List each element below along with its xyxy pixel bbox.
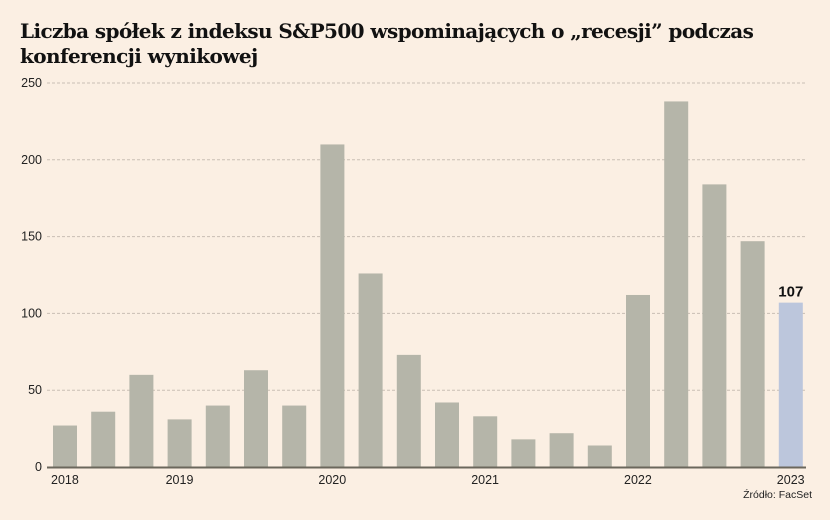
bar	[358, 273, 383, 467]
y-tick-label: 0	[35, 460, 42, 474]
x-tick-label: 2020	[318, 473, 346, 487]
bars	[53, 101, 803, 467]
y-tick-label: 100	[21, 306, 42, 320]
bar	[167, 419, 192, 467]
bar	[511, 439, 536, 467]
bar	[129, 374, 154, 467]
bar	[91, 411, 116, 467]
bar	[244, 370, 268, 467]
bar	[282, 405, 307, 467]
bar	[549, 433, 574, 467]
bar	[205, 405, 230, 467]
bar	[587, 445, 612, 467]
y-tick-label: 200	[21, 153, 42, 167]
bar	[778, 302, 803, 467]
bar	[702, 184, 727, 467]
data-labels: 107	[778, 284, 803, 301]
y-tick-label: 250	[21, 76, 42, 90]
source-note: Źródło: FacSet	[743, 489, 812, 501]
bar	[396, 354, 421, 467]
bar	[320, 144, 345, 467]
gridlines	[47, 82, 806, 391]
bar	[435, 402, 459, 467]
bar	[664, 101, 689, 467]
bar	[53, 425, 77, 467]
chart-title: Liczba spółek z indeksu S&P500 wspominaj…	[20, 19, 754, 68]
x-axis-ticks: 2018 2019 2020 2021 2022 2023	[51, 473, 805, 487]
x-tick-label: 2022	[624, 473, 652, 487]
bar	[626, 294, 650, 467]
bar	[473, 416, 498, 467]
y-tick-label: 50	[28, 383, 42, 397]
x-tick-label: 2023	[777, 473, 805, 487]
x-tick-label: 2018	[51, 473, 79, 487]
x-tick-label: 2021	[471, 473, 499, 487]
y-tick-label: 150	[21, 230, 42, 244]
bar	[740, 241, 765, 467]
data-label: 107	[778, 284, 803, 301]
y-axis-ticks: 0 50 100 150 200 250	[21, 76, 42, 474]
x-tick-label: 2019	[166, 473, 194, 487]
